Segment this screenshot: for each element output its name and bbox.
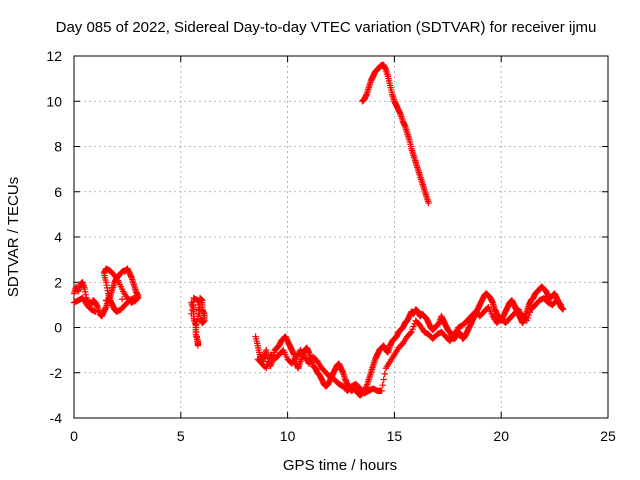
y-tick-label: 8 — [54, 139, 62, 155]
x-tick-label: 0 — [70, 428, 78, 444]
data-point-marker — [102, 297, 110, 304]
x-tick-label: 15 — [387, 428, 403, 444]
y-tick-label: -4 — [50, 410, 63, 426]
data-point-marker — [86, 298, 94, 305]
y-tick-label: -2 — [50, 365, 63, 381]
y-axis-label: SDTVAR / TECUs — [5, 177, 22, 297]
data-point-marker — [378, 387, 385, 395]
data-point-marker — [118, 296, 126, 303]
data-point-marker — [409, 325, 416, 333]
data-point-marker — [425, 199, 432, 207]
data-point-marker — [559, 306, 567, 313]
tick-labels: 0 5 10 15 20 25 -4 -2 0 2 4 6 8 10 12 — [46, 48, 616, 444]
data-point-marker — [523, 317, 531, 324]
data-point-marker — [188, 310, 195, 318]
data-point-marker — [379, 381, 386, 389]
data-point-marker — [381, 370, 388, 378]
chart-title: Day 085 of 2022, Sidereal Day-to-day VTE… — [56, 19, 597, 36]
y-tick-label: 0 — [54, 320, 62, 336]
y-tick-label: 6 — [54, 184, 62, 200]
data-point-marker — [263, 365, 270, 372]
x-axis-label: GPS time / hours — [283, 457, 397, 474]
x-tick-label: 25 — [600, 428, 616, 444]
data-point-marker — [408, 328, 415, 336]
data-point-marker — [557, 301, 565, 309]
data-point-marker — [265, 358, 272, 365]
data-point-marker — [524, 314, 532, 322]
x-tick-label: 5 — [177, 428, 185, 444]
axis-ticks — [73, 55, 609, 419]
y-tick-label: 12 — [46, 48, 62, 64]
data-point-marker — [407, 329, 414, 337]
data-point-marker — [134, 294, 142, 302]
data-point-marker — [410, 323, 417, 330]
data-point-marker — [556, 300, 564, 307]
data-point-marker — [264, 361, 271, 369]
data-point-marker — [526, 309, 534, 316]
data-point-marker — [380, 376, 387, 383]
y-tick-label: 2 — [54, 274, 62, 290]
x-tick-label: 20 — [493, 428, 509, 444]
data-points — [70, 61, 567, 399]
x-tick-label: 10 — [280, 428, 296, 444]
data-point-marker — [92, 308, 99, 315]
y-tick-label: 4 — [54, 229, 62, 245]
y-tick-label: 10 — [46, 93, 62, 109]
data-point-marker — [525, 311, 533, 319]
